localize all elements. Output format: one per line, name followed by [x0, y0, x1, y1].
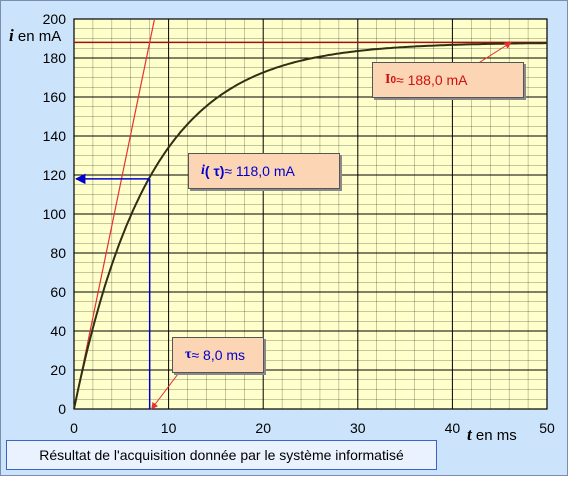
- x-tick-label: 10: [161, 420, 177, 436]
- i0-symbol: I: [385, 72, 391, 87]
- y-tick-label: 80: [50, 245, 66, 261]
- figure-caption: Résultat de l'acquisition donnée par le …: [6, 440, 437, 470]
- x-axis-title: t en ms: [467, 425, 517, 445]
- tau-symbol: τ: [185, 347, 192, 362]
- i0-value: ≈ 188,0 mA: [396, 72, 468, 88]
- series-curve: [73, 42, 547, 410]
- x-tick-label: 50: [539, 420, 555, 436]
- y-tick-label: 140: [43, 128, 67, 144]
- tau-callout: τ ≈ 8,0 ms: [172, 337, 264, 373]
- y-tick-label: 180: [43, 50, 67, 66]
- plot-border: [73, 18, 548, 410]
- y-axis-unit: en mA: [17, 28, 62, 45]
- x-tick-label: 30: [350, 420, 366, 436]
- y-tick-label: 100: [43, 206, 67, 222]
- y-tick-label: 200: [43, 11, 67, 27]
- i0-subscript: 0: [390, 74, 397, 86]
- y-axis-symbol: i: [9, 26, 14, 45]
- tangent-line: [73, 18, 156, 410]
- x-axis-unit: en ms: [475, 427, 517, 444]
- x-tick-label: 40: [445, 420, 461, 436]
- y-tick-label: 60: [50, 284, 66, 300]
- y-axis-title: i en mA: [9, 26, 61, 46]
- x-tick-label: 0: [70, 420, 78, 436]
- y-tick-label: 120: [43, 167, 67, 183]
- i-tau-callout: i ( τ) ≈ 118,0 mA: [188, 153, 340, 189]
- i-tau-value: ≈ 118,0 mA: [224, 163, 295, 179]
- y-tick-label: 160: [43, 89, 67, 105]
- y-tick-label: 40: [50, 323, 66, 339]
- tau-value: ≈ 8,0 ms: [191, 347, 246, 363]
- y-tick-label: 0: [58, 401, 66, 417]
- x-axis-symbol: t: [467, 425, 472, 444]
- y-tick-label: 20: [50, 362, 66, 378]
- i-tau-symbol: i: [201, 163, 205, 178]
- i-tau-argument: ( τ): [204, 163, 225, 179]
- x-tick-label: 20: [255, 420, 271, 436]
